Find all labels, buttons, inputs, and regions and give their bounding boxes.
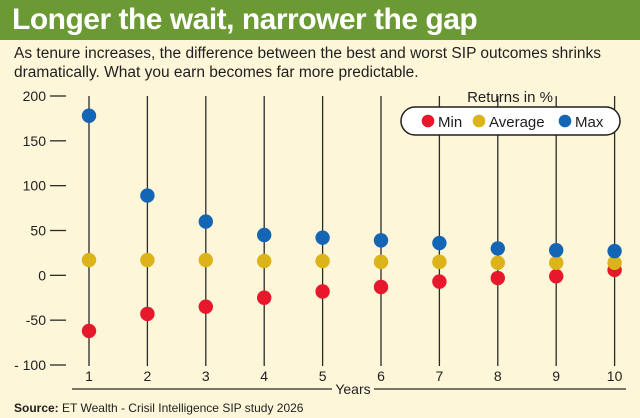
source-label: Source:: [14, 401, 59, 415]
title-bar: [0, 0, 640, 40]
point-average-9: [549, 255, 564, 270]
point-average-10: [607, 255, 622, 270]
x-tick-label-9: 9: [552, 368, 560, 384]
point-average-5: [315, 253, 330, 269]
x-tick-label-1: 1: [85, 368, 93, 384]
point-average-1: [81, 252, 97, 268]
point-max-8: [490, 241, 505, 256]
point-max-7: [432, 235, 447, 251]
x-tick-label-2: 2: [144, 368, 152, 384]
legend-title: Returns in %: [467, 89, 553, 106]
y-tick-label--100: - 100: [14, 357, 46, 373]
source-note: Source: ET Wealth - Crisil Intelligence …: [14, 401, 303, 415]
point-min-2: [140, 306, 155, 322]
x-tick-label-6: 6: [377, 368, 385, 384]
legend-marker-max: [558, 114, 572, 128]
legend-marker-min: [421, 114, 435, 128]
point-average-4: [257, 253, 272, 269]
point-max-4: [257, 227, 272, 243]
x-tick-label-10: 10: [607, 368, 623, 384]
x-tick-label-5: 5: [319, 368, 327, 384]
point-max-5: [315, 230, 330, 245]
y-axis: - 100 -50 0 50 100 150 200: [14, 88, 66, 373]
y-tick-label-100: 100: [23, 178, 47, 194]
point-min-7: [432, 274, 447, 289]
y-tick-label-200: 200: [23, 88, 47, 104]
point-max-9: [549, 243, 564, 258]
y-tick-label--50: -50: [26, 312, 46, 328]
point-average-8: [490, 255, 505, 270]
point-max-2: [140, 188, 155, 203]
x-tick-label-3: 3: [202, 368, 210, 384]
legend-box: [400, 106, 621, 136]
legend-label-min: Min: [438, 114, 462, 131]
x-tick-label-4: 4: [260, 368, 268, 384]
legend: Returns in % Min Average Max: [400, 89, 621, 136]
point-min-8: [490, 270, 505, 286]
legend-marker-average: [472, 114, 486, 128]
point-average-3: [198, 252, 213, 268]
point-max-10: [607, 243, 622, 259]
x-tick-label-8: 8: [494, 368, 502, 384]
source-text: ET Wealth - Crisil Intelligence SIP stud…: [62, 401, 304, 415]
grid-lines: [88, 96, 616, 366]
point-min-4: [257, 290, 272, 305]
y-tick-label-150: 150: [23, 133, 47, 149]
x-axis-title: Years: [335, 381, 370, 397]
legend-label-max: Max: [575, 114, 604, 131]
point-min-5: [315, 284, 330, 299]
chart-subtitle: As tenure increases, the difference betw…: [14, 45, 602, 81]
point-average-2: [140, 252, 155, 268]
chart-title: Longer the wait, narrower the gap: [12, 3, 478, 36]
point-min-3: [198, 299, 213, 314]
point-max-6: [373, 233, 389, 248]
x-axis-title-bg: [332, 381, 374, 397]
point-max-1: [81, 108, 97, 123]
x-axis: 1 2 3 4 5 6 7 8 9 10 Years: [72, 368, 626, 397]
data-points: [81, 108, 622, 339]
x-tick-label-7: 7: [436, 368, 444, 384]
point-min-1: [81, 323, 97, 339]
y-tick-label-0: 0: [38, 267, 46, 283]
y-tick-label-50: 50: [30, 223, 46, 239]
point-min-9: [549, 269, 564, 284]
legend-label-average: Average: [489, 114, 545, 131]
point-average-6: [373, 254, 389, 270]
point-max-3: [198, 214, 213, 229]
point-min-6: [373, 279, 389, 295]
point-average-7: [432, 254, 447, 270]
